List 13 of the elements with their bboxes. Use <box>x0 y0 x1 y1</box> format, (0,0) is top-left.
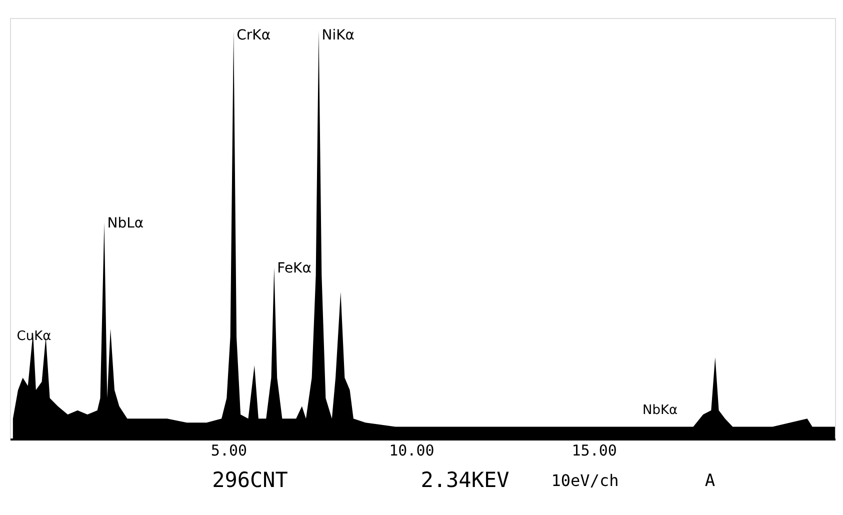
text: 296CNT <box>212 468 288 492</box>
annotation: FeKα <box>277 260 312 277</box>
annotation: CuKα <box>16 329 52 344</box>
annotation: NiKα <box>322 28 355 44</box>
annotation: NbLα <box>107 216 144 232</box>
x-tick-label: 10.00 <box>389 442 434 460</box>
text: 10eV/ch <box>551 471 619 490</box>
x-tick-label: 15.00 <box>572 442 617 460</box>
x-tick-label: 5.00 <box>210 442 248 460</box>
text: A <box>704 471 716 491</box>
annotation: NbKα <box>642 403 678 418</box>
text: 2.34KEV <box>420 468 510 492</box>
annotation: CrKα <box>236 28 271 44</box>
